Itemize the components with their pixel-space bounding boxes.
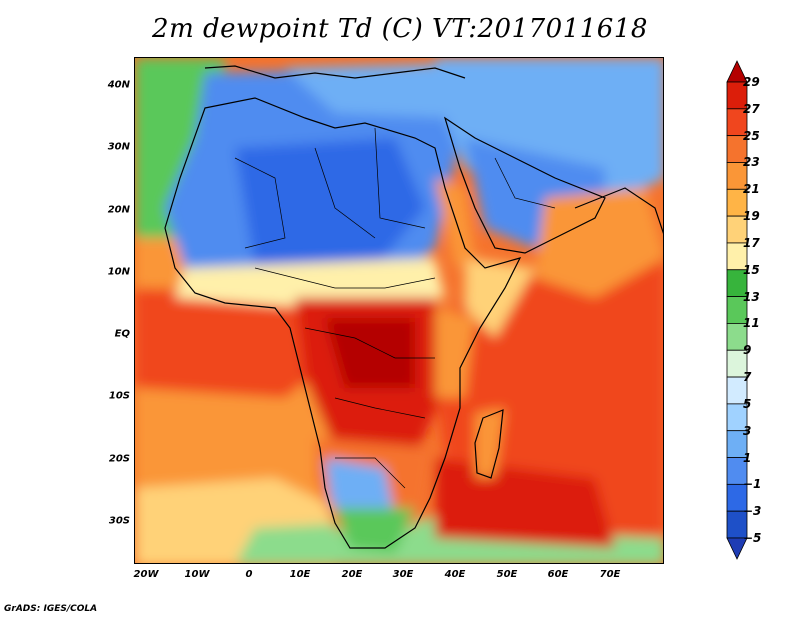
field-indian-southwest	[435, 458, 615, 548]
dewpoint-map	[134, 57, 664, 564]
field-tropical-atlantic	[135, 288, 335, 398]
x-tick-label: 70E	[599, 569, 621, 580]
madagascar-coastline	[474, 409, 504, 479]
y-tick-label: 10N	[107, 266, 130, 278]
colorbar	[726, 60, 748, 560]
colorbar-tick-label: −5	[743, 531, 762, 545]
y-tick-label: EQ	[114, 328, 130, 340]
colorbar-tick-label: 7	[743, 370, 752, 385]
colorbar-tick-label: 19	[743, 209, 760, 224]
colorbar-tick-label: 29	[743, 75, 760, 89]
field-sahel	[175, 258, 445, 308]
field-east-coast	[435, 308, 475, 398]
y-tick-label: 30N	[107, 141, 130, 153]
country-borders	[234, 127, 556, 489]
y-tick-label: 30S	[108, 515, 130, 527]
colorbar-tick-label: 15	[743, 262, 760, 277]
y-tick-label: 10S	[108, 390, 130, 402]
colorbar-tick-label: 1	[743, 450, 752, 465]
x-tick-label: 50E	[496, 569, 518, 580]
x-tick-label: 10W	[184, 569, 210, 580]
x-tick-label: 30E	[392, 569, 414, 580]
x-tick-label: 10E	[289, 569, 311, 580]
map-title: 2m dewpoint Td (C) VT:2017011618	[152, 14, 648, 44]
colorbar-tick-label: 25	[743, 128, 760, 143]
colorbar-tick-label: 3	[743, 423, 752, 438]
colorbar-tick-label: 11	[743, 316, 760, 331]
europe-coastline	[204, 65, 466, 79]
colorbar-tick-label: 9	[743, 343, 752, 358]
y-tick-label: 20S	[108, 453, 130, 465]
y-tick-label: 40N	[107, 79, 130, 91]
x-tick-label: 20W	[133, 569, 159, 580]
colorbar-tick-label: 23	[743, 155, 760, 170]
colorbar-tick-label: −1	[743, 477, 762, 492]
x-tick-label: 20E	[341, 569, 363, 580]
x-tick-label: 0	[245, 569, 253, 580]
africa-coastline	[164, 97, 522, 549]
credit-text: GrADS: IGES/COLA	[4, 604, 98, 614]
dewpoint-field	[135, 58, 663, 563]
field-red-sea	[435, 178, 475, 268]
x-tick-label: 60E	[547, 569, 569, 580]
colorbar-tick-label: 27	[743, 101, 760, 116]
map-canvas	[135, 58, 663, 563]
asia-coastline	[574, 187, 663, 234]
field-madagascar	[475, 408, 505, 478]
field-congo	[325, 318, 415, 388]
colorbar-tick-label: 21	[743, 182, 760, 197]
x-tick-label: 40E	[444, 569, 466, 580]
coastlines	[164, 65, 663, 549]
arabia-coastline	[443, 116, 606, 254]
y-tick-label: 20N	[107, 204, 130, 216]
colorbar-tick-label: −3	[743, 504, 762, 519]
colorbar-tick-label: 5	[743, 396, 752, 411]
colorbar-bottom-arrow	[726, 537, 748, 560]
colorbar-tick-label: 17	[743, 235, 760, 250]
field-horn-of-africa	[465, 258, 535, 338]
field-arabian-sea	[535, 188, 663, 298]
colorbar-tick-label: 13	[743, 289, 760, 304]
